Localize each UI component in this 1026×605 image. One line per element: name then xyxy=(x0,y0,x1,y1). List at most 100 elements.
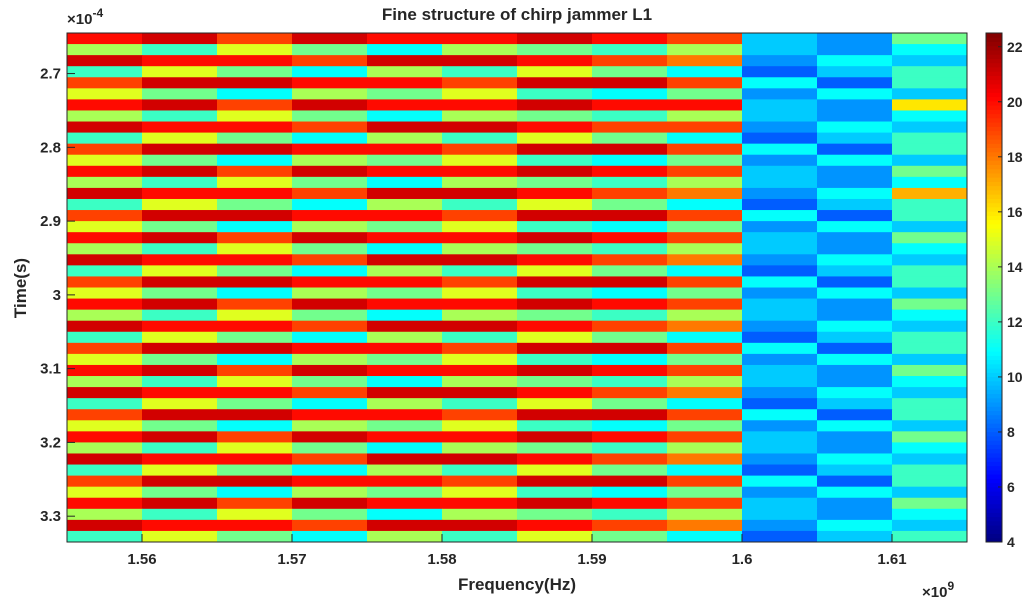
heatmap-cell xyxy=(817,154,893,167)
heatmap-cell xyxy=(142,198,218,211)
colorbar-segment xyxy=(986,41,1002,47)
colorbar-segment xyxy=(986,122,1002,127)
heatmap-cell xyxy=(217,254,293,266)
heatmap-cell xyxy=(892,342,968,355)
heatmap-cell xyxy=(667,132,743,145)
heatmap-cell xyxy=(367,320,443,333)
heatmap-cell xyxy=(517,497,593,510)
x-tick-label: 1.58 xyxy=(427,551,456,568)
heatmap-cell xyxy=(442,143,518,156)
heatmap-cell xyxy=(892,165,968,178)
x-tick-label: 1.61 xyxy=(877,551,906,568)
colorbar-segment xyxy=(986,172,1002,178)
heatmap-cell xyxy=(442,33,518,45)
heatmap-cell xyxy=(217,508,293,521)
heatmap-cell xyxy=(592,265,668,277)
heatmap-cell xyxy=(292,530,368,543)
heatmap-cell xyxy=(292,353,368,366)
colorbar-segment xyxy=(986,279,1002,284)
heatmap-cell xyxy=(667,431,743,443)
heatmap-cell xyxy=(442,243,518,255)
colorbar-segment xyxy=(986,355,1002,361)
heatmap-cell xyxy=(517,143,593,156)
heatmap-cell xyxy=(892,442,968,454)
heatmap-cell xyxy=(592,431,668,443)
heatmap-cell xyxy=(142,254,218,266)
heatmap-cell xyxy=(67,132,143,145)
colorbar-segment xyxy=(986,317,1002,322)
heatmap-cell xyxy=(667,364,743,377)
heatmap-cell xyxy=(517,364,593,377)
colorbar-tick-label: 4 xyxy=(1007,534,1015,550)
heatmap-cell xyxy=(667,530,743,543)
y-multiplier-base: ×10 xyxy=(67,11,92,28)
heatmap-cell xyxy=(667,320,743,333)
heatmap-cell xyxy=(667,508,743,521)
heatmap-cell xyxy=(292,475,368,488)
heatmap-cell xyxy=(67,143,143,156)
heatmap-cell xyxy=(67,453,143,466)
heatmap-cell xyxy=(292,66,368,78)
heatmap-cell xyxy=(667,44,743,56)
heatmap-cell xyxy=(667,110,743,123)
heatmap-cell xyxy=(442,364,518,377)
colorbar-segment xyxy=(986,495,1002,501)
colorbar-segment xyxy=(986,71,1002,76)
heatmap-cell xyxy=(817,254,893,266)
heatmap-cell xyxy=(742,143,818,156)
heatmap-cell xyxy=(142,409,218,421)
heatmap-cell xyxy=(442,187,518,200)
colorbar-segment xyxy=(986,431,1002,437)
colorbar-segment xyxy=(986,499,1002,505)
heatmap-cell xyxy=(67,77,143,89)
colorbar-segment xyxy=(986,66,1002,72)
heatmap-cell xyxy=(892,221,968,233)
heatmap-cell xyxy=(217,298,293,311)
heatmap-cell xyxy=(367,353,443,366)
heatmap-cell xyxy=(67,44,143,56)
colorbar-segment xyxy=(986,342,1002,348)
heatmap-cell xyxy=(67,464,143,477)
heatmap-cell xyxy=(142,265,218,277)
heatmap-cell xyxy=(67,254,143,266)
colorbar-segment xyxy=(986,100,1002,106)
heatmap-cell xyxy=(892,187,968,200)
chart-title: Fine structure of chirp jammer L1 xyxy=(382,5,652,24)
colorbar-segment xyxy=(986,96,1002,102)
heatmap-cell xyxy=(817,176,893,189)
heatmap-cell xyxy=(742,409,818,421)
colorbar-segment xyxy=(986,283,1002,288)
colorbar-segment xyxy=(986,295,1002,301)
heatmap-cell xyxy=(67,409,143,421)
heatmap-cell xyxy=(292,221,368,233)
colorbar-segment xyxy=(986,37,1002,42)
heatmap-cell xyxy=(142,420,218,432)
heatmap-cell xyxy=(517,55,593,67)
heatmap-cell xyxy=(667,497,743,510)
heatmap-cell xyxy=(817,320,893,333)
heatmap-cell xyxy=(667,232,743,244)
heatmap-cell xyxy=(892,198,968,211)
heatmap-cell xyxy=(667,287,743,300)
heatmap-cell xyxy=(817,530,893,543)
heatmap-cell xyxy=(367,519,443,532)
heatmap-cell xyxy=(592,210,668,222)
heatmap-cell xyxy=(592,298,668,311)
heatmap-cell xyxy=(367,55,443,67)
heatmap-cell xyxy=(742,353,818,366)
heatmap-cell xyxy=(217,309,293,322)
heatmap-cell xyxy=(517,254,593,266)
colorbar-segment xyxy=(986,516,1002,522)
heatmap-cell xyxy=(292,110,368,123)
heatmap-cell xyxy=(667,198,743,211)
heatmap-cell xyxy=(667,442,743,454)
heatmap-cell xyxy=(892,44,968,56)
heatmap-cell xyxy=(142,519,218,532)
colorbar-frame xyxy=(985,32,1003,543)
heatmap-cell xyxy=(592,99,668,111)
colorbar-segment xyxy=(986,105,1002,110)
heatmap-cell xyxy=(367,453,443,466)
heatmap-cell xyxy=(667,409,743,421)
heatmap-cell xyxy=(442,287,518,300)
heatmap-cell xyxy=(442,210,518,222)
